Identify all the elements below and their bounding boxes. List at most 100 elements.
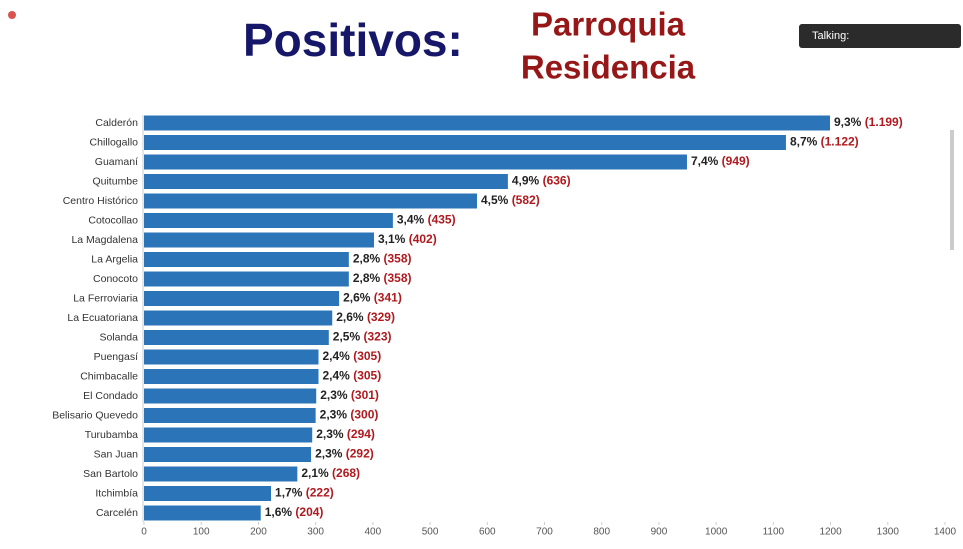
bar <box>144 466 298 482</box>
share-label: 2,8% <box>353 252 381 266</box>
y-tick-label: Itchimbía <box>95 487 138 499</box>
bar <box>144 115 830 131</box>
data-label: 2,6% (341) <box>343 291 402 305</box>
x-tick-label: 1200 <box>819 527 842 538</box>
share-label: 2,6% <box>343 291 371 305</box>
share-label: 2,3% <box>316 427 344 441</box>
count-label: (292) <box>346 447 374 461</box>
count-label: (1.122) <box>821 135 859 149</box>
count-label: (582) <box>512 193 540 207</box>
count-label: (323) <box>364 330 392 344</box>
bar <box>144 369 319 384</box>
y-tick-label: San Juan <box>94 448 139 460</box>
data-label: 2,4% (305) <box>323 349 382 363</box>
y-tick-label: Carcelén <box>96 507 138 519</box>
y-tick-label: La Ferroviaria <box>73 292 138 304</box>
share-label: 2,4% <box>323 349 351 363</box>
y-tick-label: La Magdalena <box>71 234 138 246</box>
x-tick-label: 100 <box>193 527 210 538</box>
y-tick-label: La Ecuatoriana <box>67 312 138 324</box>
data-label: 3,1% (402) <box>378 232 437 246</box>
share-label: 2,3% <box>320 388 348 402</box>
data-label: 2,3% (292) <box>315 447 374 461</box>
bar <box>144 174 508 189</box>
share-label: 4,5% <box>481 193 509 207</box>
share-label: 8,7% <box>790 135 818 149</box>
data-label: 2,8% (358) <box>353 252 412 266</box>
bar <box>144 310 333 326</box>
share-label: 2,1% <box>301 466 329 480</box>
count-label: (222) <box>306 486 334 500</box>
x-tick-label: 400 <box>365 527 382 538</box>
y-tick-label: Conocoto <box>93 273 138 285</box>
bar <box>144 408 316 423</box>
x-tick-label: 700 <box>536 527 553 538</box>
scrollbar <box>950 130 954 250</box>
bar <box>144 330 329 345</box>
data-label: 9,3% (1.199) <box>834 115 903 129</box>
share-label: 3,4% <box>397 213 425 227</box>
share-label: 1,7% <box>275 486 303 500</box>
count-label: (636) <box>543 174 571 188</box>
bar <box>144 154 687 170</box>
y-tick-label: Puengasí <box>94 351 138 363</box>
y-tick-label: Centro Histórico <box>63 195 138 207</box>
chart-subtitle: Parroquia <box>531 6 686 43</box>
data-label: 2,3% (301) <box>320 388 379 402</box>
x-tick-label: 600 <box>479 527 496 538</box>
talking-indicator <box>799 24 961 48</box>
bar <box>144 135 786 150</box>
y-tick-label: Belisario Quevedo <box>52 409 138 421</box>
x-tick-label: 1300 <box>877 527 900 538</box>
x-tick-label: 800 <box>593 527 610 538</box>
bar <box>144 232 375 248</box>
x-tick-label: 200 <box>250 527 267 538</box>
data-label: 2,8% (358) <box>353 271 412 285</box>
y-tick-label: La Argelia <box>91 253 138 265</box>
data-label: 7,4% (949) <box>691 154 750 168</box>
data-label: 2,5% (323) <box>333 330 392 344</box>
chart-title: Positivos: <box>243 14 463 66</box>
share-label: 4,9% <box>512 174 540 188</box>
count-label: (1.199) <box>865 115 903 129</box>
data-label: 3,4% (435) <box>397 213 456 227</box>
y-tick-label: Solanda <box>99 331 138 343</box>
share-label: 3,1% <box>378 232 406 246</box>
bar <box>144 486 272 501</box>
share-label: 2,3% <box>315 447 343 461</box>
count-label: (358) <box>384 252 412 266</box>
count-label: (301) <box>351 388 379 402</box>
count-label: (268) <box>332 466 360 480</box>
y-tick-label: San Bartolo <box>83 468 138 480</box>
x-tick-label: 1000 <box>705 527 728 538</box>
talking-label: Talking: <box>812 30 849 42</box>
x-tick-label: 900 <box>651 527 668 538</box>
share-label: 2,4% <box>323 369 351 383</box>
count-label: (329) <box>367 310 395 324</box>
bar <box>144 447 312 462</box>
y-tick-label: Guamaní <box>95 156 138 168</box>
count-label: (305) <box>353 369 381 383</box>
count-label: (204) <box>295 505 323 519</box>
share-label: 2,6% <box>336 310 364 324</box>
share-label: 1,6% <box>265 505 293 519</box>
count-label: (300) <box>350 408 378 422</box>
bar <box>144 505 261 521</box>
y-tick-label: Chillogallo <box>90 136 139 148</box>
x-tick-label: 500 <box>422 527 439 538</box>
count-label: (294) <box>347 427 375 441</box>
bar <box>144 349 319 365</box>
bar <box>144 252 349 267</box>
share-label: 2,5% <box>333 330 361 344</box>
chart-subtitle: Residencia <box>521 49 696 86</box>
data-label: 2,3% (294) <box>316 427 375 441</box>
record-icon <box>8 11 16 19</box>
data-label: 4,5% (582) <box>481 193 540 207</box>
data-label: 8,7% (1.122) <box>790 135 859 149</box>
y-tick-label: El Condado <box>83 390 138 402</box>
count-label: (435) <box>428 213 456 227</box>
bar <box>144 213 393 228</box>
bar <box>144 291 340 306</box>
x-tick-label: 1400 <box>934 527 957 538</box>
